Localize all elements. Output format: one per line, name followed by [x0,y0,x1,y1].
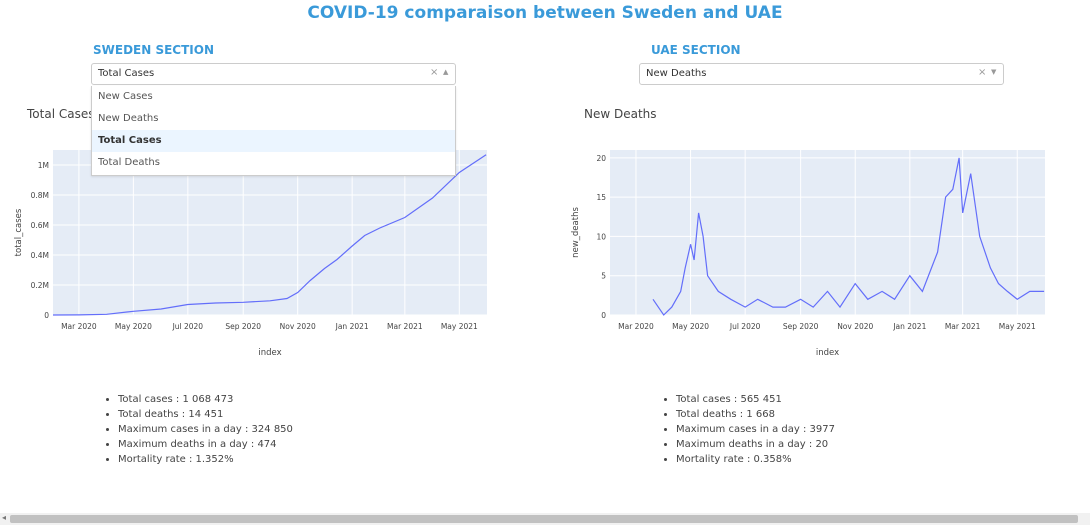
dropdown-option-new-cases[interactable]: New Cases [98,91,153,102]
sweden-y-tick-label: 0.6M [31,221,49,230]
uae-y-tick-label: 20 [596,154,606,163]
page-title: COVID-19 comparaison between Sweden and … [307,3,783,23]
uae-x-tick-label: May 2020 [672,322,709,331]
sweden-dropdown-value: Total Cases [98,68,155,79]
dropdown-option-total-cases[interactable]: Total Cases [92,130,455,152]
sweden-y-tick-label: 0.8M [31,191,49,200]
sweden-stat-total-cases: Total cases : 1 068 473 [118,392,293,407]
chevron-up-icon[interactable]: ▲ [443,68,449,76]
sweden-y-tick-label: 0.2M [31,281,49,290]
uae-y-tick-label: 5 [601,272,606,281]
sweden-stat-total-deaths: Total deaths : 14 451 [118,407,293,422]
sweden-x-tick-label: Sep 2020 [225,322,261,331]
sweden-x-tick-label: Jul 2020 [172,322,204,331]
uae-x-tick-label: Nov 2020 [837,322,873,331]
chevron-down-icon[interactable]: ▼ [991,68,997,76]
sweden-x-tick-label: Jan 2021 [335,322,369,331]
sweden-x-tick-label: Mar 2021 [387,322,423,331]
sweden-dropdown[interactable]: Total Cases × ▲ [91,63,456,85]
uae-dropdown[interactable]: New Deaths × ▼ [639,63,1004,85]
uae-y-tick-label: 15 [596,193,606,202]
uae-x-axis-label: index [816,348,839,358]
sweden-x-tick-label: Mar 2020 [61,322,97,331]
uae-stat-total-deaths: Total deaths : 1 668 [676,407,835,422]
sweden-plot-area [53,150,487,315]
sweden-x-tick-label: May 2020 [115,322,152,331]
sweden-y-tick-label: 0.4M [31,251,49,260]
horizontal-scrollbar[interactable]: ◂ [0,513,1090,525]
sweden-y-tick-label: 0 [44,311,49,320]
uae-chart[interactable]: 0 5 10 15 20 Mar 2020 May 2020 Jul 2020 Sep 2020… [545,140,1090,365]
uae-section-title: UAE SECTION [651,43,741,57]
dropdown-option-total-deaths[interactable]: Total Deaths [98,157,160,168]
sweden-x-tick-label: Nov 2020 [280,322,316,331]
uae-y-axis-label: new_deaths [571,207,581,258]
sweden-x-axis-label: index [258,348,281,358]
sweden-stat-max-deaths: Maximum deaths in a day : 474 [118,437,293,452]
uae-stat-mortality: Mortality rate : 0.358% [676,452,835,467]
sweden-section-title: SWEDEN SECTION [93,43,214,57]
uae-plot-title: New Deaths [584,107,657,121]
uae-x-tick-label: Sep 2020 [783,322,819,331]
sweden-x-tick-label: May 2021 [441,322,478,331]
uae-x-tick-label: Jul 2020 [729,322,761,331]
uae-stats-list: Total cases : 565 451 Total deaths : 1 6… [656,392,835,467]
sweden-stat-mortality: Mortality rate : 1.352% [118,452,293,467]
uae-y-tick-label: 0 [601,311,606,320]
sweden-chart[interactable]: 0 0.2M 0.4M 0.6M 0.8M 1M Mar 2020 May 2020 Jul 2… [0,140,545,365]
uae-dropdown-value: New Deaths [646,68,707,79]
uae-y-tick-label: 10 [596,232,606,241]
sweden-series-line [52,154,487,316]
uae-stat-max-deaths: Maximum deaths in a day : 20 [676,437,835,452]
uae-stat-max-cases: Maximum cases in a day : 3977 [676,422,835,437]
uae-plot-area [610,150,1045,315]
sweden-y-axis-label: total_cases [14,208,24,256]
sweden-plot-title: Total Cases [27,107,95,121]
clear-icon[interactable]: × [978,67,987,78]
sweden-dropdown-menu: New Cases New Deaths Total Cases Total D… [91,86,456,176]
sweden-stat-max-cases: Maximum cases in a day : 324 850 [118,422,293,437]
scrollbar-thumb[interactable] [10,515,1078,523]
sweden-stats-list: Total cases : 1 068 473 Total deaths : 1… [98,392,293,467]
uae-x-tick-label: May 2021 [999,322,1036,331]
uae-x-tick-label: Mar 2021 [945,322,981,331]
uae-stat-total-cases: Total cases : 565 451 [676,392,835,407]
uae-x-tick-label: Mar 2020 [618,322,654,331]
dropdown-option-new-deaths[interactable]: New Deaths [98,113,159,124]
sweden-y-tick-label: 1M [38,161,49,170]
scroll-left-icon[interactable]: ◂ [2,513,7,522]
clear-icon[interactable]: × [430,67,439,78]
uae-series-line [652,157,1045,316]
uae-x-tick-label: Jan 2021 [892,322,926,331]
